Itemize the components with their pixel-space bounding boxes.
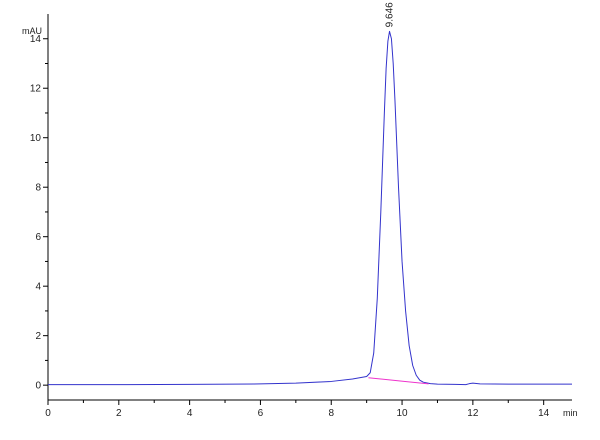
y-tick-label: 14 <box>30 34 42 45</box>
y-axis-unit-label: mAU <box>22 26 42 36</box>
y-tick-label: 0 <box>35 381 41 392</box>
x-tick-label: 4 <box>187 408 193 419</box>
x-tick-label: 8 <box>328 408 334 419</box>
annotation-layer: 9.646 <box>385 2 396 27</box>
y-tick-label: 12 <box>30 84 42 95</box>
y-tick-label: 4 <box>35 282 41 293</box>
x-tick-label: 0 <box>45 408 51 419</box>
y-tick-label: 6 <box>35 232 41 243</box>
peak-retention-label: 9.646 <box>385 2 396 27</box>
signal-trace-line <box>48 30 572 386</box>
x-tick-label: 6 <box>258 408 264 419</box>
x-tick-label: 10 <box>396 408 408 419</box>
x-tick-label: 14 <box>538 408 550 419</box>
series-layer <box>48 30 572 386</box>
baseline-line <box>368 377 429 385</box>
axes <box>47 14 572 401</box>
x-tick-label: 2 <box>116 408 122 419</box>
y-tick-label: 10 <box>30 133 42 144</box>
x-tick-label: 12 <box>467 408 479 419</box>
x-axis-unit-label: min <box>563 408 578 418</box>
y-tick-label: 2 <box>35 331 41 342</box>
y-tick-label: 8 <box>35 183 41 194</box>
